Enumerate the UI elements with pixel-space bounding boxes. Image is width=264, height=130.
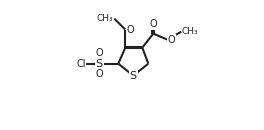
Text: S: S <box>96 59 103 69</box>
Text: O: O <box>126 25 134 35</box>
Text: CH₃: CH₃ <box>97 14 113 23</box>
Text: O: O <box>149 19 157 29</box>
Text: O: O <box>96 48 103 58</box>
Text: CH₃: CH₃ <box>182 27 199 36</box>
Text: S: S <box>130 71 137 81</box>
Text: O: O <box>168 35 176 45</box>
Text: O: O <box>96 69 103 79</box>
Text: Cl: Cl <box>76 59 86 69</box>
